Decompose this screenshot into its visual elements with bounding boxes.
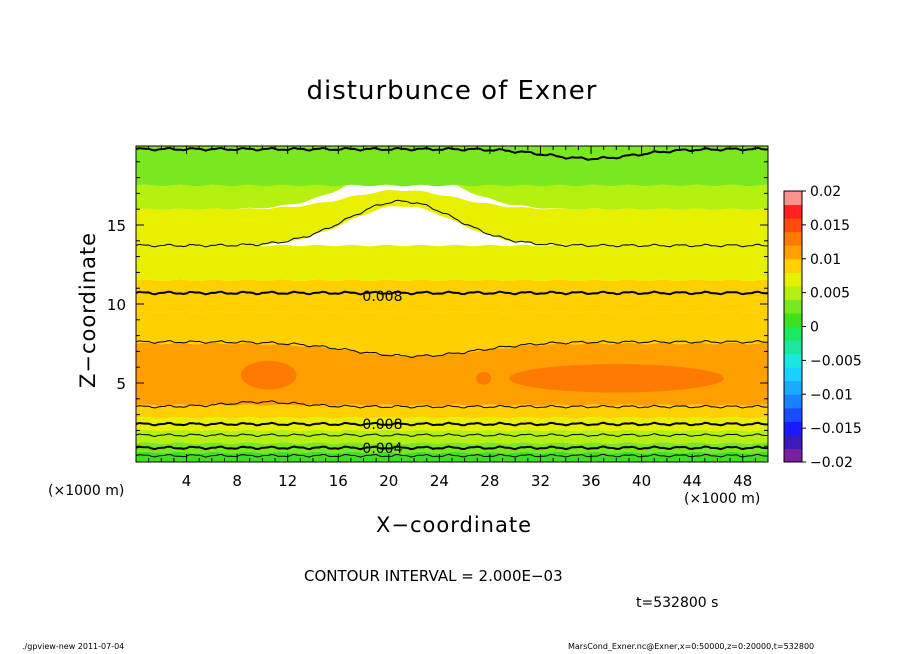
y-axis-label: Z−coordinate	[76, 232, 100, 388]
x-tick-label: 8	[232, 472, 242, 490]
field-band	[136, 146, 768, 187]
footer-right-note: MarsCond_Exner.nc@Exner,x=0:50000,z=0:20…	[568, 642, 815, 651]
contour-line	[136, 445, 768, 451]
time-stamp: t=532800 s	[636, 595, 719, 611]
field-band	[136, 429, 768, 444]
field-band	[136, 404, 768, 419]
contour-line	[136, 433, 768, 438]
colorbar-swatch	[784, 231, 802, 246]
colorbar-swatch	[784, 258, 802, 273]
x-tick-label: 24	[430, 472, 449, 490]
colorbar-swatch	[784, 326, 802, 341]
colorbar-tick-label: −0.02	[810, 455, 853, 471]
field-band	[136, 244, 768, 282]
colorbar-swatch	[784, 272, 802, 287]
colorbar-tick-label: 0.02	[810, 184, 841, 200]
warm-core	[240, 360, 297, 390]
x-axis-unit: (×1000 m)	[684, 491, 761, 507]
field-band	[136, 311, 768, 357]
x-tick-label: 48	[733, 472, 752, 490]
x-tick-label: 4	[182, 472, 192, 490]
contour-line	[136, 400, 768, 409]
colorbar-swatch	[784, 191, 802, 206]
warm-core	[508, 364, 724, 393]
x-tick-label: 12	[278, 472, 297, 490]
contour-line	[136, 421, 768, 427]
y-axis-unit: (×1000 m)	[48, 483, 125, 499]
colorbar-tick-label: 0	[810, 320, 819, 336]
colorbar-swatch	[784, 245, 802, 260]
field-layer	[136, 146, 768, 462]
x-tick-label: 32	[531, 472, 550, 490]
x-tick-label: 20	[379, 472, 398, 490]
colorbar-swatch	[784, 421, 802, 436]
contour-label: 0.004	[362, 441, 402, 457]
colorbar-swatch	[784, 299, 802, 314]
colorbar-swatch	[784, 380, 802, 395]
contour-label: 0.008	[362, 289, 402, 305]
field-band	[136, 166, 768, 210]
chart-title: disturbunce of Exner	[306, 76, 598, 106]
colorbar-tick-label: −0.015	[810, 421, 862, 437]
field-band	[136, 190, 768, 247]
contour-line	[136, 453, 768, 458]
contour-interval-note: CONTOUR INTERVAL = 2.000E−03	[304, 567, 563, 585]
colorbar-tick-label: 0.005	[810, 286, 850, 302]
footer-left-note: ./gpview-new 2011-07-04	[22, 642, 125, 651]
x-tick-label: 36	[581, 472, 600, 490]
x-tick-label: 16	[329, 472, 348, 490]
colorbar-tick-label: −0.005	[810, 353, 862, 369]
contour-label: 0.008	[362, 417, 402, 433]
colorbar-swatch	[784, 353, 802, 368]
contour-line	[136, 339, 768, 359]
x-tick-label: 40	[632, 472, 651, 490]
x-tick-label: 44	[683, 472, 702, 490]
field-band	[136, 279, 768, 313]
colorbar-swatch	[784, 367, 802, 382]
y-tick-label: 15	[107, 217, 126, 235]
colorbar-swatch	[784, 434, 802, 449]
colorbar-swatch	[784, 312, 802, 327]
x-tick-label: 28	[480, 472, 499, 490]
colorbar-swatch	[784, 218, 802, 233]
contour-line	[136, 290, 768, 296]
colorbar-swatch	[784, 394, 802, 409]
warm-core	[476, 371, 492, 385]
colorbar-swatch	[784, 340, 802, 355]
y-tick-label: 10	[107, 296, 126, 314]
colorbar-swatch	[784, 204, 802, 219]
colorbar-tick-label: 0.01	[810, 252, 841, 268]
colorbar-swatch	[784, 448, 802, 463]
x-axis-label: X−coordinate	[376, 513, 532, 537]
contour-line	[136, 199, 768, 248]
colorbar-swatch	[784, 407, 802, 422]
colorbar-tick-label: 0.015	[810, 218, 850, 234]
colorbar-tick-label: −0.01	[810, 387, 853, 403]
y-tick-label: 5	[116, 375, 126, 393]
colorbar-swatch	[784, 285, 802, 300]
